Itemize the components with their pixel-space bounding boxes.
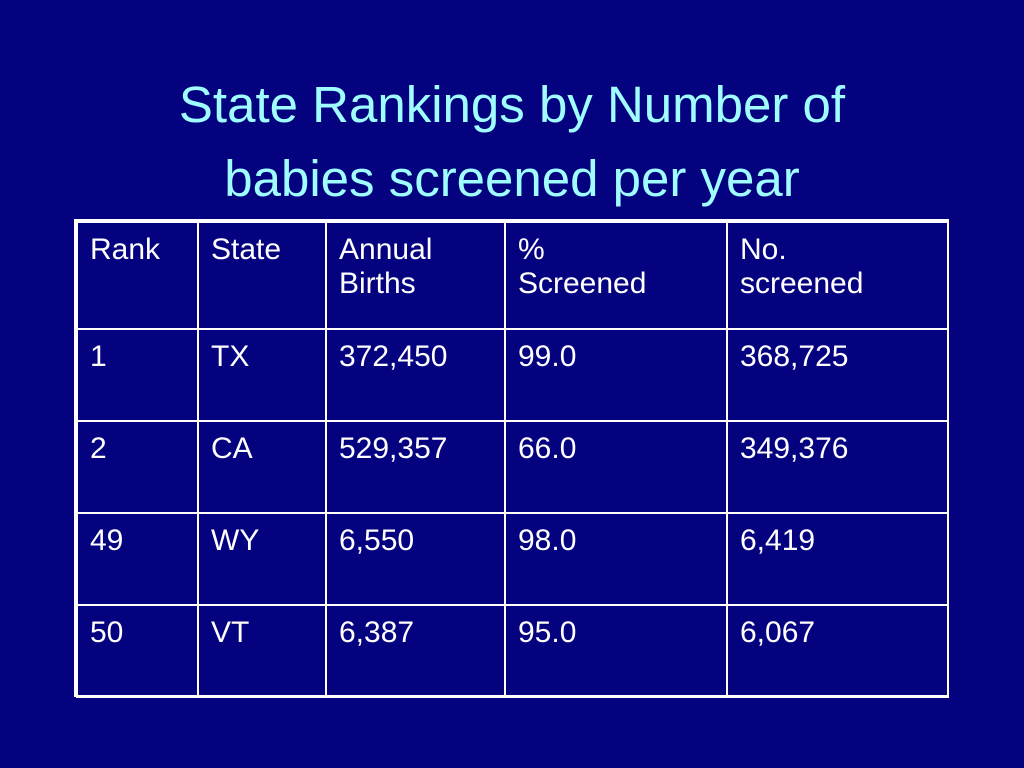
slide-title-line-1: State Rankings by Number of: [178, 76, 846, 133]
table-row: 2 CA 529,357 66.0 349,376: [76, 420, 949, 514]
header-state: State: [197, 221, 327, 330]
cell-annual-births: 6,387: [325, 604, 506, 698]
cell-percent-screened: 66.0: [504, 420, 728, 514]
cell-number-screened: 368,725: [726, 328, 949, 422]
table-row: 1 TX 372,450 99.0 368,725: [76, 328, 949, 422]
cell-number-screened: 6,067: [726, 604, 949, 698]
header-number-screened: No. screened: [726, 221, 949, 330]
cell-state: WY: [197, 512, 327, 606]
cell-annual-births: 6,550: [325, 512, 506, 606]
cell-rank: 49: [76, 512, 199, 606]
cell-percent-screened: 95.0: [504, 604, 728, 698]
slide-title-line-2: babies screened per year: [224, 150, 800, 207]
header-percent-screened-line-1: %: [518, 233, 545, 266]
table-row: 50 VT 6,387 95.0 6,067: [76, 604, 949, 698]
cell-number-screened: 6,419: [726, 512, 949, 606]
cell-percent-screened: 99.0: [504, 328, 728, 422]
cell-state: CA: [197, 420, 327, 514]
header-number-screened-line-1: No.: [740, 233, 787, 266]
header-state-label: State: [211, 233, 282, 266]
table-header-row: Rank State Annual Births % Screened No. …: [76, 221, 949, 330]
cell-rank: 2: [76, 420, 199, 514]
cell-rank: 1: [76, 328, 199, 422]
header-annual-births-line-1: Annual: [339, 233, 433, 266]
cell-percent-screened: 98.0: [504, 512, 728, 606]
cell-state: TX: [197, 328, 327, 422]
rankings-table: Rank State Annual Births % Screened No. …: [76, 221, 949, 698]
cell-number-screened: 349,376: [726, 420, 949, 514]
cell-state: VT: [197, 604, 327, 698]
cell-rank: 50: [76, 604, 199, 698]
cell-annual-births: 529,357: [325, 420, 506, 514]
header-number-screened-line-2: screened: [740, 267, 864, 300]
header-rank-label: Rank: [90, 233, 161, 266]
rankings-table-container: Rank State Annual Births % Screened No. …: [74, 219, 949, 698]
header-percent-screened: % Screened: [504, 221, 728, 330]
cell-annual-births: 372,450: [325, 328, 506, 422]
slide-title: State Rankings by Number of babies scree…: [0, 68, 1024, 216]
header-annual-births: Annual Births: [325, 221, 506, 330]
header-annual-births-line-2: Births: [339, 267, 416, 300]
header-percent-screened-line-2: Screened: [518, 267, 647, 300]
header-rank: Rank: [76, 221, 199, 330]
table-row: 49 WY 6,550 98.0 6,419: [76, 512, 949, 606]
